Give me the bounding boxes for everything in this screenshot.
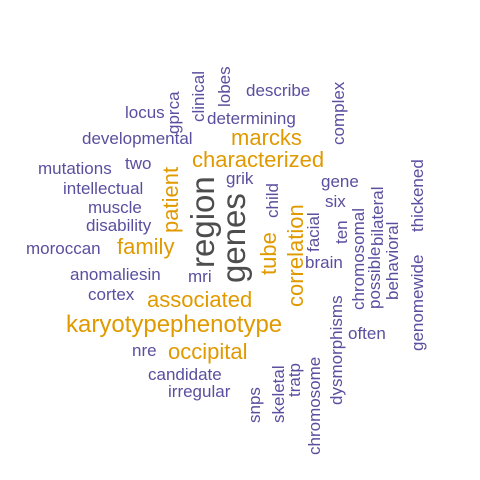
word-developmental: developmental: [82, 129, 193, 148]
word-ten: ten: [332, 220, 351, 244]
word-patient: patient: [158, 166, 183, 233]
word-skeletal: skeletal: [269, 365, 288, 423]
word-candidate: candidate: [148, 365, 222, 384]
word-thickened: thickened: [408, 159, 427, 232]
word-occipital: occipital: [168, 339, 248, 364]
word-chromosome: chromosome: [305, 356, 324, 455]
word-genes: genes: [215, 193, 252, 283]
word-possible: possible: [365, 246, 384, 309]
word-lobes: lobes: [215, 66, 234, 107]
word-marcks: marcks: [231, 125, 302, 150]
word-karyotypephenotype: karyotypephenotype: [66, 311, 283, 338]
word-snps: snps: [245, 387, 264, 423]
word-six: six: [325, 192, 346, 211]
word-clinical: clinical: [189, 70, 208, 122]
word-dysmorphisms: dysmorphisms: [327, 295, 346, 405]
word-mri: mri: [188, 267, 212, 286]
word-child: child: [263, 183, 282, 218]
word-behavioral: behavioral: [383, 221, 402, 300]
word-describe: describe: [246, 81, 311, 100]
word-grik: grik: [226, 169, 254, 188]
word-tube: tube: [256, 232, 281, 275]
word-cortex: cortex: [88, 285, 135, 304]
word-irregular: irregular: [168, 382, 231, 401]
word-associated: associated: [147, 287, 253, 312]
word-genomewide: genomewide: [408, 254, 427, 351]
word-anomaliesin: anomaliesin: [70, 265, 161, 284]
word-tratp: tratp: [285, 362, 304, 397]
word-brain: brain: [305, 253, 343, 272]
word-muscle: muscle: [88, 198, 142, 217]
word-often: often: [348, 324, 386, 343]
word-moroccan: moroccan: [26, 239, 101, 258]
word-family: family: [117, 234, 175, 259]
word-locus: locus: [125, 103, 165, 122]
word-determining: determining: [207, 109, 296, 128]
word-mutations: mutations: [38, 159, 112, 178]
word-nre: nre: [132, 341, 157, 360]
word-characterized: characterized: [192, 147, 325, 172]
word-facial: facial: [304, 212, 323, 252]
word-gprca: gprca: [164, 91, 183, 134]
word-intellectual: intellectual: [63, 179, 144, 198]
word-disability: disability: [86, 216, 152, 235]
word-complex: complex: [329, 81, 348, 145]
word-two: two: [125, 154, 152, 173]
word-gene: gene: [321, 172, 359, 191]
